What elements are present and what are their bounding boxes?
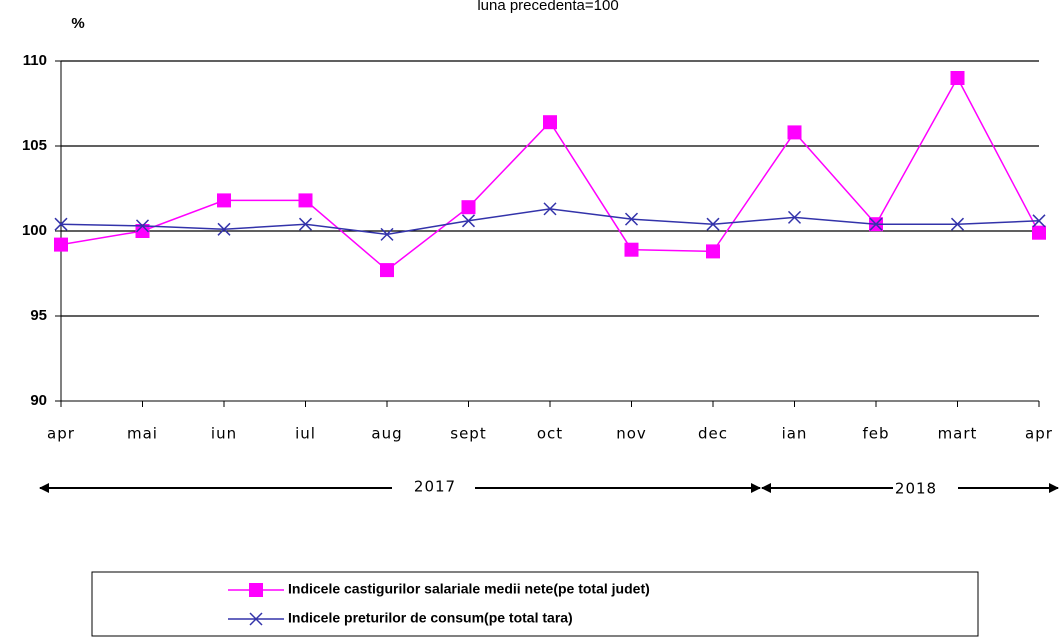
point bbox=[869, 217, 883, 231]
point bbox=[298, 217, 313, 231]
y-axis-label: % bbox=[71, 15, 84, 32]
point bbox=[1032, 214, 1046, 228]
annotation: 2017 bbox=[414, 478, 456, 496]
series-line bbox=[60, 76, 1040, 272]
point bbox=[461, 200, 476, 215]
point bbox=[54, 217, 68, 231]
point bbox=[624, 212, 639, 226]
y-tick-label: 100 bbox=[22, 222, 47, 239]
point bbox=[543, 202, 557, 216]
x-tick-label: dec bbox=[698, 425, 728, 443]
point bbox=[787, 210, 802, 224]
y-tick-label: 105 bbox=[22, 137, 47, 154]
x-tick-label: nov bbox=[616, 425, 647, 443]
point bbox=[706, 217, 720, 231]
point bbox=[706, 244, 720, 259]
point bbox=[624, 242, 639, 257]
point bbox=[950, 217, 965, 231]
point bbox=[217, 193, 231, 208]
point bbox=[950, 71, 965, 85]
point bbox=[461, 214, 476, 228]
x-tick-label: mart bbox=[938, 425, 978, 443]
x-tick-label: aug bbox=[371, 425, 402, 443]
point bbox=[1032, 225, 1046, 240]
x-tick-label: iun bbox=[211, 425, 237, 443]
point bbox=[135, 219, 150, 233]
y-tick-label: 90 bbox=[30, 392, 47, 409]
legend-label: Indicele preturilor de consum(pe total t… bbox=[288, 610, 573, 626]
y-tick-label: 110 bbox=[23, 52, 47, 69]
x-tick-label: iul bbox=[295, 425, 316, 443]
point bbox=[380, 263, 394, 278]
chart-title: luna precedenta=100 bbox=[477, 0, 618, 14]
point bbox=[135, 224, 150, 238]
x-tick-label: ian bbox=[782, 425, 808, 443]
x-tick-label: apr bbox=[47, 425, 75, 443]
point bbox=[380, 227, 394, 241]
point bbox=[54, 237, 68, 252]
point bbox=[787, 125, 802, 140]
x-tick-label: sept bbox=[450, 425, 486, 443]
point bbox=[543, 115, 557, 130]
x-tick-label: apr bbox=[1025, 425, 1053, 443]
x-tick-label: feb bbox=[862, 425, 889, 443]
x-tick-label: mai bbox=[127, 425, 158, 443]
y-tick-label: 95 bbox=[30, 307, 47, 324]
legend bbox=[91, 571, 979, 637]
point bbox=[249, 583, 263, 597]
point bbox=[298, 193, 313, 208]
legend-label: Indicele castigurilor salariale medii ne… bbox=[288, 581, 650, 597]
x-tick-label: oct bbox=[537, 425, 563, 443]
point bbox=[217, 222, 231, 236]
annotation: 2018 bbox=[895, 480, 937, 498]
point bbox=[249, 612, 263, 626]
